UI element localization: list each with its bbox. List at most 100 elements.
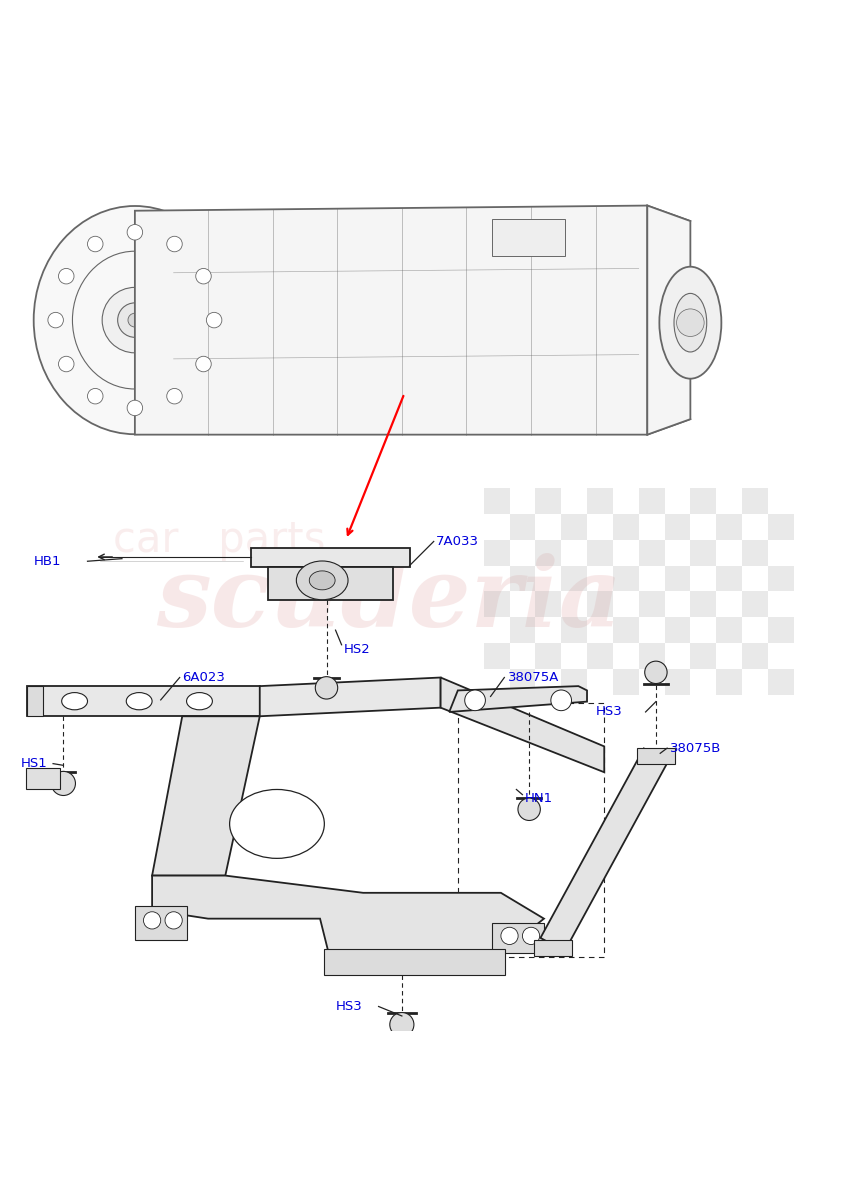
Bar: [510, 514, 536, 540]
Text: 6A023: 6A023: [182, 671, 226, 684]
Bar: [587, 540, 613, 565]
Bar: [716, 514, 742, 540]
Bar: [768, 514, 794, 540]
Bar: [484, 643, 510, 668]
Polygon shape: [152, 716, 260, 876]
Circle shape: [87, 389, 103, 404]
Circle shape: [143, 912, 161, 929]
Bar: [742, 643, 768, 668]
Bar: [664, 668, 690, 695]
Bar: [510, 617, 536, 643]
Circle shape: [102, 287, 168, 353]
Bar: [768, 668, 794, 695]
Bar: [690, 643, 716, 668]
Bar: [664, 565, 690, 592]
Bar: [26, 768, 60, 790]
Circle shape: [206, 312, 222, 328]
Bar: [536, 488, 562, 514]
Bar: [536, 540, 562, 565]
Ellipse shape: [61, 692, 87, 710]
Bar: [536, 643, 562, 668]
Text: scuderia: scuderia: [156, 553, 622, 647]
Bar: [637, 748, 675, 763]
Bar: [484, 592, 510, 617]
Circle shape: [87, 236, 103, 252]
Circle shape: [645, 661, 667, 684]
Circle shape: [59, 269, 74, 284]
Bar: [664, 514, 690, 540]
Bar: [716, 617, 742, 643]
Text: HS3: HS3: [595, 706, 622, 719]
Bar: [562, 565, 587, 592]
Polygon shape: [647, 205, 690, 434]
Bar: [638, 643, 664, 668]
Bar: [742, 592, 768, 617]
Ellipse shape: [34, 206, 236, 434]
Bar: [492, 220, 566, 256]
Circle shape: [128, 313, 142, 326]
Ellipse shape: [659, 266, 721, 379]
Circle shape: [127, 224, 143, 240]
Bar: [510, 565, 536, 592]
Bar: [638, 540, 664, 565]
Bar: [484, 488, 510, 514]
Bar: [613, 565, 638, 592]
Bar: [690, 540, 716, 565]
Circle shape: [465, 690, 486, 710]
Ellipse shape: [187, 692, 213, 710]
Circle shape: [51, 772, 75, 796]
Circle shape: [501, 928, 518, 944]
Text: HS3: HS3: [335, 1000, 362, 1013]
Bar: [613, 514, 638, 540]
Circle shape: [167, 389, 182, 404]
Text: 7A033: 7A033: [436, 535, 480, 548]
Circle shape: [315, 677, 338, 700]
Text: HS2: HS2: [344, 643, 371, 656]
Circle shape: [196, 269, 211, 284]
Bar: [613, 617, 638, 643]
Circle shape: [390, 1013, 414, 1037]
Bar: [716, 565, 742, 592]
Circle shape: [677, 308, 704, 336]
Circle shape: [48, 312, 63, 328]
Bar: [484, 540, 510, 565]
Bar: [768, 565, 794, 592]
Bar: [587, 643, 613, 668]
Bar: [742, 488, 768, 514]
Polygon shape: [269, 568, 393, 600]
Polygon shape: [135, 205, 647, 434]
Bar: [324, 949, 505, 974]
Text: 38075B: 38075B: [670, 742, 721, 755]
Bar: [562, 514, 587, 540]
Ellipse shape: [126, 692, 152, 710]
Text: HN1: HN1: [525, 792, 553, 804]
Circle shape: [118, 302, 152, 337]
Bar: [638, 592, 664, 617]
Circle shape: [127, 400, 143, 415]
Bar: [562, 617, 587, 643]
Circle shape: [518, 798, 540, 821]
Ellipse shape: [296, 560, 348, 600]
Text: 38075A: 38075A: [508, 671, 559, 684]
Circle shape: [167, 236, 182, 252]
Text: HS1: HS1: [21, 757, 47, 770]
Polygon shape: [541, 749, 668, 952]
Bar: [690, 592, 716, 617]
Bar: [536, 592, 562, 617]
Text: car   parts: car parts: [113, 518, 326, 560]
Bar: [587, 488, 613, 514]
Bar: [638, 488, 664, 514]
Bar: [664, 617, 690, 643]
Circle shape: [551, 690, 571, 710]
Polygon shape: [152, 876, 544, 953]
Circle shape: [523, 928, 540, 944]
Ellipse shape: [230, 790, 324, 858]
Ellipse shape: [674, 294, 707, 352]
Ellipse shape: [309, 571, 335, 590]
Polygon shape: [28, 686, 260, 716]
Polygon shape: [251, 548, 410, 568]
Bar: [562, 668, 587, 695]
Bar: [28, 686, 42, 716]
Bar: [492, 923, 544, 953]
Bar: [690, 488, 716, 514]
